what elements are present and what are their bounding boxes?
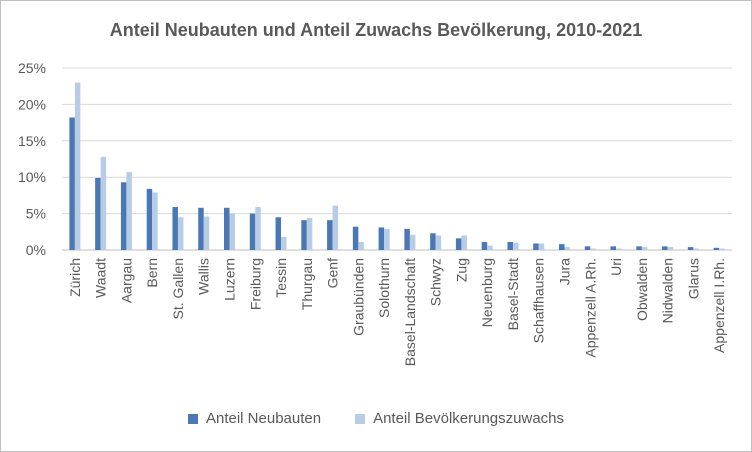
bar-neubauten bbox=[430, 233, 436, 250]
x-tick-label: Appenzell A.Rh. bbox=[582, 258, 598, 358]
bar-neubauten bbox=[275, 217, 282, 250]
x-tick-label: Jura bbox=[557, 258, 573, 285]
legend-label-bevoelkerungszuwachs: Anteil Bevölkerungszuwachs bbox=[373, 410, 565, 427]
bar-bevoelkerungszuwachs bbox=[409, 234, 416, 250]
bar-bevoelkerungszuwachs bbox=[177, 217, 184, 250]
bar-bevoelkerungszuwachs bbox=[74, 82, 81, 250]
x-tick-label: Zürich bbox=[67, 258, 83, 297]
x-tick-label: Neuenburg bbox=[479, 258, 495, 327]
bar-bevoelkerungszuwachs bbox=[332, 205, 339, 250]
bar-neubauten bbox=[507, 241, 513, 250]
bar-bevoelkerungszuwachs bbox=[358, 241, 364, 250]
bar-bevoelkerungszuwachs bbox=[538, 243, 545, 250]
x-axis: Zürich Waadt Aargau Bern St. Gallen Wallis Luz… bbox=[67, 258, 727, 366]
y-tick-label: 10% bbox=[18, 169, 46, 185]
x-tick-label: Nidwalden bbox=[660, 258, 676, 323]
bar-bevoelkerungszuwachs bbox=[126, 172, 132, 250]
x-tick-label: Zug bbox=[453, 258, 469, 282]
bar-neubauten bbox=[95, 177, 101, 250]
chart-title: Anteil Neubauten und Anteil Zuwachs Bevö… bbox=[109, 20, 643, 40]
y-tick-label: 15% bbox=[18, 133, 46, 149]
bar-bevoelkerungszuwachs bbox=[616, 248, 622, 250]
y-tick-label: 25% bbox=[18, 60, 46, 76]
bar-neubauten bbox=[120, 182, 127, 250]
bar-bevoelkerungszuwachs bbox=[461, 235, 467, 250]
x-tick-label: Freiburg bbox=[247, 258, 263, 310]
x-tick-label: Luzern bbox=[222, 258, 238, 301]
bar-bevoelkerungszuwachs bbox=[590, 248, 596, 250]
bar-bevoelkerungszuwachs bbox=[667, 247, 674, 250]
bar-neubauten bbox=[559, 244, 565, 250]
bar-neubauten bbox=[610, 246, 617, 250]
bar-bevoelkerungszuwachs bbox=[306, 217, 313, 250]
bar-bevoelkerungszuwachs bbox=[435, 235, 442, 250]
bar-neubauten bbox=[455, 238, 462, 250]
x-tick-label: Bern bbox=[144, 258, 160, 288]
bar-neubauten bbox=[352, 226, 359, 250]
x-tick-label: Wallis bbox=[196, 258, 212, 295]
bar-bevoelkerungszuwachs bbox=[693, 248, 699, 250]
x-tick-label: Glarus bbox=[685, 258, 701, 299]
y-tick-label: 5% bbox=[26, 206, 46, 222]
x-tick-label: Aargau bbox=[118, 258, 134, 303]
bar-neubauten bbox=[687, 247, 694, 250]
x-tick-label: Thurgau bbox=[299, 258, 315, 310]
bar-neubauten bbox=[584, 246, 591, 250]
bar-neubauten bbox=[404, 228, 410, 250]
bar-neubauten bbox=[533, 243, 539, 250]
x-tick-label: Schwyz bbox=[428, 258, 444, 306]
x-tick-label: Basel-Landschaft bbox=[402, 258, 418, 366]
x-tick-label: Basel-Stadt bbox=[505, 258, 521, 330]
gridlines bbox=[62, 67, 732, 251]
legend-swatch-neubauten bbox=[187, 413, 198, 424]
bar-bevoelkerungszuwachs bbox=[564, 247, 570, 250]
bar-bevoelkerungszuwachs bbox=[229, 213, 235, 250]
y-axis: 0% 5% 10% 15% 20% 25% bbox=[18, 60, 46, 258]
bar-bevoelkerungszuwachs bbox=[719, 248, 725, 250]
bar-bevoelkerungszuwachs bbox=[255, 207, 261, 250]
x-tick-label: Appenzell I.Rh. bbox=[711, 258, 727, 353]
bar-bevoelkerungszuwachs bbox=[512, 242, 519, 250]
bar-neubauten bbox=[69, 117, 75, 250]
bar-bevoelkerungszuwachs bbox=[152, 192, 158, 250]
x-tick-label: Solothurn bbox=[376, 258, 392, 318]
bar-neubauten bbox=[198, 207, 204, 250]
bars bbox=[69, 82, 725, 250]
bar-neubauten bbox=[481, 241, 488, 250]
x-tick-label: Tessin bbox=[273, 258, 289, 298]
bar-neubauten bbox=[713, 247, 720, 250]
bar-bevoelkerungszuwachs bbox=[641, 247, 648, 250]
y-tick-label: 20% bbox=[18, 96, 46, 112]
x-tick-label: Waadt bbox=[93, 258, 109, 298]
bar-neubauten bbox=[636, 246, 642, 250]
x-tick-label: Genf bbox=[325, 258, 341, 288]
bar-bevoelkerungszuwachs bbox=[384, 228, 390, 250]
bar-neubauten bbox=[224, 207, 230, 250]
x-tick-label: Graubünden bbox=[350, 258, 366, 336]
legend: Anteil Neubauten Anteil Bevölkerungszuwa… bbox=[0, 410, 752, 427]
bar-neubauten bbox=[301, 220, 307, 250]
x-tick-label: Schaffhausen bbox=[531, 258, 547, 343]
y-tick-label: 0% bbox=[26, 242, 46, 258]
x-tick-label: Uri bbox=[608, 258, 624, 276]
bar-bevoelkerungszuwachs bbox=[487, 245, 493, 250]
legend-label-neubauten: Anteil Neubauten bbox=[205, 410, 322, 427]
bar-neubauten bbox=[327, 220, 333, 250]
legend-item-bevoelkerungszuwachs: Anteil Bevölkerungszuwachs bbox=[355, 410, 564, 427]
bar-neubauten bbox=[146, 188, 153, 250]
bar-bevoelkerungszuwachs bbox=[203, 216, 210, 250]
bar-bevoelkerungszuwachs bbox=[100, 156, 107, 250]
legend-swatch-bevoelkerungszuwachs bbox=[355, 413, 366, 424]
bar-neubauten bbox=[662, 246, 668, 250]
legend-item-neubauten: Anteil Neubauten bbox=[187, 410, 322, 427]
bar-neubauten bbox=[249, 213, 256, 250]
x-tick-label: Obwalden bbox=[634, 258, 650, 321]
bar-bevoelkerungszuwachs bbox=[281, 236, 287, 250]
x-tick-label: St. Gallen bbox=[170, 258, 186, 319]
bar-neubauten bbox=[378, 227, 385, 250]
bar-neubauten bbox=[172, 207, 178, 250]
